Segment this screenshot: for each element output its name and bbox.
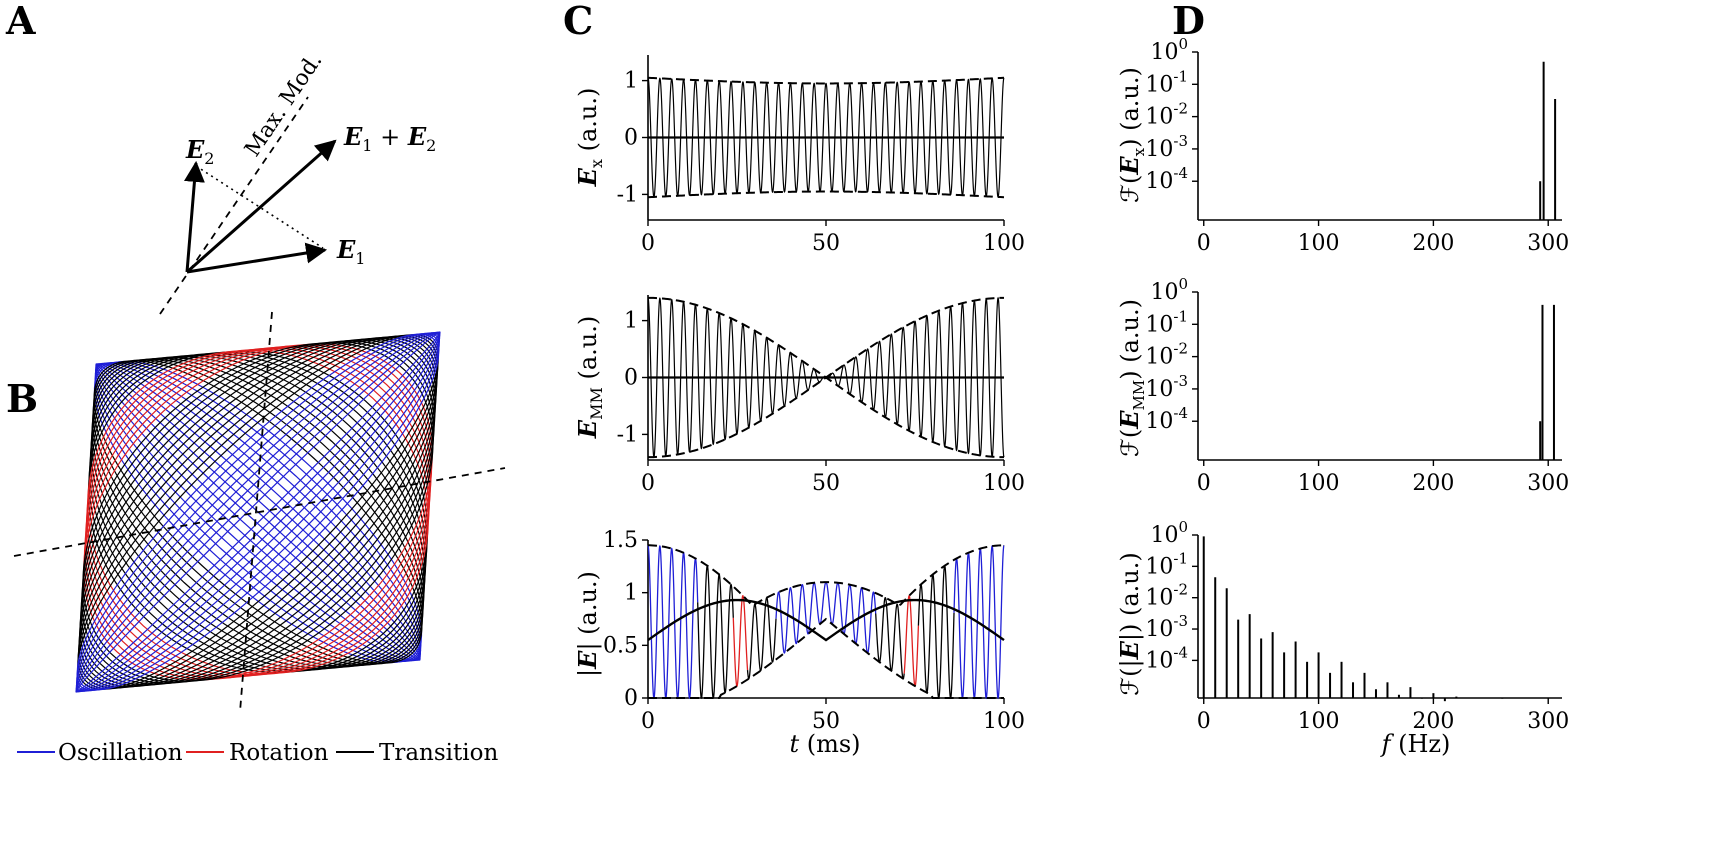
c1-ytick-label: -1 <box>617 182 638 207</box>
c1-ylabel: Ex (a.u.) <box>573 88 606 188</box>
d3-xtick-label: 200 <box>1412 709 1454 734</box>
plot-abs-time: 0 50 100 0 0.5 1 1.5 <box>603 528 1025 734</box>
panel-letter-d: D <box>1172 0 1205 43</box>
c3-xtick-label: 0 <box>641 709 655 734</box>
c1-xtick-label: 50 <box>812 231 840 256</box>
b-axis-horizontal <box>13 467 506 557</box>
c3-signal-oscillation <box>647 544 699 700</box>
plot-ex-time: 0 50 100-101 <box>617 55 1025 256</box>
vector-diagram: E1 E2 E1 + E2 Max. Mod. <box>159 49 436 315</box>
c2-xtick-label: 0 <box>641 471 655 496</box>
d1-xtick-label: 100 <box>1298 231 1340 256</box>
d3-ytick-label: 10-4 <box>1145 643 1188 673</box>
d3-ytick-label: 10-1 <box>1145 549 1188 579</box>
c1-xtick-label: 0 <box>641 231 655 256</box>
e2-vector <box>183 160 205 273</box>
e2-label: E2 <box>185 135 214 168</box>
plot-emm-time: 0 50 100-101 <box>617 295 1025 496</box>
d3-xtick-label: 0 <box>1197 709 1211 734</box>
c1-envelope-lower <box>647 190 1005 199</box>
d1-xtick-label: 300 <box>1527 231 1569 256</box>
sum-vector <box>186 139 337 274</box>
c3-ytick-label: 1 <box>624 581 638 606</box>
d3-ytick-label: 100 <box>1150 518 1188 548</box>
c3-ylabel: |E| (a.u.) <box>573 571 603 677</box>
c1-envelope-upper <box>647 76 1005 85</box>
c3-signal-rotation <box>732 595 749 687</box>
c3-signal-transition <box>917 564 955 700</box>
d3-ytick-label: 10-3 <box>1145 612 1188 642</box>
d2-ytick-label: 10-1 <box>1145 307 1188 337</box>
d-xlabel: f (Hz) <box>1380 730 1451 758</box>
d1-xtick-label: 200 <box>1412 231 1454 256</box>
d2-xtick-label: 300 <box>1527 471 1569 496</box>
c2-ytick-label: 1 <box>624 309 638 334</box>
c3-signal-transition <box>875 596 905 680</box>
d2-xtick-label: 200 <box>1412 471 1454 496</box>
polarization-pattern <box>13 311 506 713</box>
c3-envelope-lower <box>648 617 1004 699</box>
d1-ytick-label: 10-3 <box>1145 132 1188 162</box>
c3-signal-transition <box>746 596 777 680</box>
d2-ytick-label: 10-3 <box>1145 372 1188 402</box>
d1-ytick-label: 10-1 <box>1145 67 1188 97</box>
c2-xtick-label: 50 <box>812 471 840 496</box>
legend-rotation-label: Rotation <box>229 740 329 766</box>
c3-ytick-label: 0 <box>624 686 638 711</box>
c1-xtick-label: 100 <box>983 231 1025 256</box>
d2-ylabel: ℱ(EMM) (a.u.) <box>1115 299 1148 457</box>
d1-xtick-label: 0 <box>1197 231 1211 256</box>
panel-letter-a: A <box>5 0 36 43</box>
d3-xtick-label: 100 <box>1298 709 1340 734</box>
c2-ylabel: EMM (a.u.) <box>573 316 606 439</box>
d1-ylabel: ℱ(Ex) (a.u.) <box>1115 67 1148 203</box>
d1-ytick-label: 10-2 <box>1145 100 1188 130</box>
d2-ytick-label: 10-2 <box>1145 340 1188 370</box>
d3-ylabel: ℱ(|E|) (a.u.) <box>1115 552 1145 695</box>
c3-ytick-label: 0.5 <box>603 633 638 658</box>
c2-xtick-label: 100 <box>983 471 1025 496</box>
ellipse-oscillation <box>75 331 441 693</box>
c3-signal-rotation <box>903 595 920 687</box>
d2-xtick-label: 100 <box>1298 471 1340 496</box>
panel-letter-b: B <box>6 376 38 421</box>
c3-signal-transition <box>697 564 734 700</box>
c3-xtick-label: 100 <box>983 709 1025 734</box>
c-xlabel: t (ms) <box>789 730 860 758</box>
panel-letter-c: C <box>563 0 593 43</box>
legend-transition-label: Transition <box>379 740 498 766</box>
b-axis-vertical <box>239 311 273 713</box>
legend-oscillation-label: Oscillation <box>58 740 183 766</box>
d1-ytick-label: 100 <box>1150 35 1188 65</box>
e1-vector <box>186 242 328 274</box>
c3-ytick-label: 1.5 <box>603 528 638 553</box>
d3-ytick-label: 10-2 <box>1145 581 1188 611</box>
c3-mean-line <box>647 598 1005 642</box>
c2-ytick-label: -1 <box>617 422 638 447</box>
c3-xtick-label: 50 <box>812 709 840 734</box>
legend: Oscillation Rotation Transition <box>17 740 498 766</box>
d2-ytick-label: 100 <box>1150 275 1188 305</box>
d1-ytick-label: 10-4 <box>1145 164 1188 194</box>
e1-label: E1 <box>336 235 365 268</box>
c1-ytick-label: 0 <box>624 126 638 151</box>
d2-xtick-label: 0 <box>1197 471 1211 496</box>
c1-ytick-label: 1 <box>624 69 638 94</box>
sum-label: E1 + E2 <box>343 122 436 155</box>
max-mod-label: Max. Mod. <box>240 49 327 162</box>
max-mod-axis <box>159 96 309 315</box>
d3-xtick-label: 300 <box>1527 709 1569 734</box>
c3-envelope-upper <box>647 544 1005 607</box>
e1-e2-dotted-line <box>195 165 324 249</box>
d2-ytick-label: 10-4 <box>1145 404 1188 434</box>
c2-ytick-label: 0 <box>624 366 638 391</box>
